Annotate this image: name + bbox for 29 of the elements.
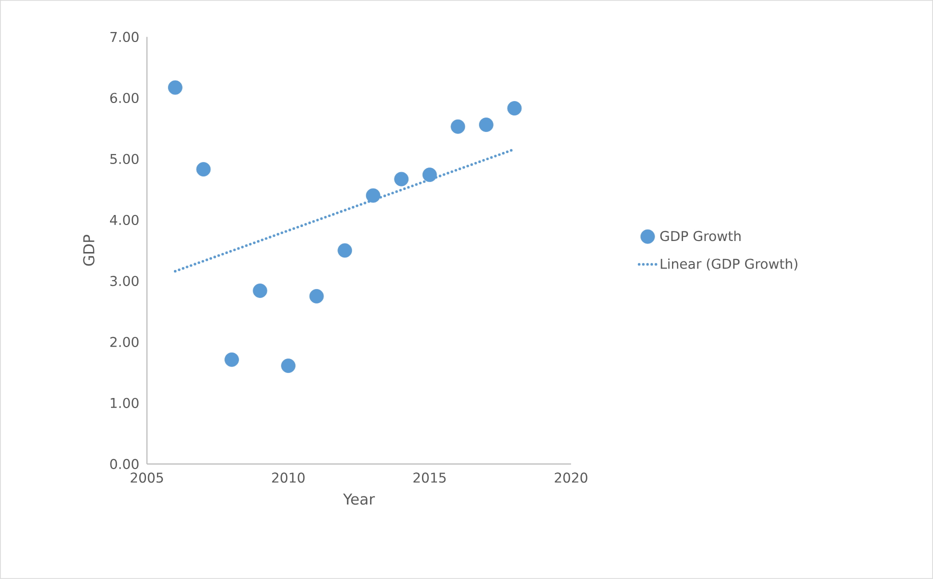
- point: [394, 172, 409, 186]
- x-tick-label: 2005: [130, 472, 163, 483]
- y-tick-label: 5.00: [110, 154, 139, 164]
- y-tick-label: 6.00: [110, 92, 139, 104]
- point: [196, 162, 211, 177]
- x-tick-label: 2015: [413, 472, 446, 483]
- point: [252, 284, 268, 298]
- legend-label: GDP Growth: [660, 230, 741, 242]
- y-tick-label: 0.00: [110, 458, 139, 470]
- x-axis-title: Year: [343, 494, 375, 505]
- point: [479, 118, 494, 132]
- point: [224, 352, 239, 367]
- point: [507, 101, 522, 116]
- point: [366, 188, 380, 203]
- legend-label: Linear (GDP Growth): [660, 258, 798, 271]
- y-tick-label: 4.00: [110, 214, 139, 226]
- point: [309, 289, 324, 304]
- point: [422, 168, 437, 182]
- y-tick-label: 1.00: [110, 398, 139, 408]
- y-tick-label: 2.00: [110, 336, 139, 348]
- point: [450, 119, 466, 134]
- x-tick-label: 2010: [272, 472, 305, 483]
- point: [281, 358, 296, 373]
- y-tick-label: 7.00: [110, 32, 139, 42]
- y-axis-title: GDP: [83, 234, 94, 266]
- point: [168, 80, 182, 95]
- y-tick-label: 3.00: [110, 276, 139, 286]
- point: [338, 243, 352, 258]
- x-tick-label: 2020: [554, 472, 588, 483]
